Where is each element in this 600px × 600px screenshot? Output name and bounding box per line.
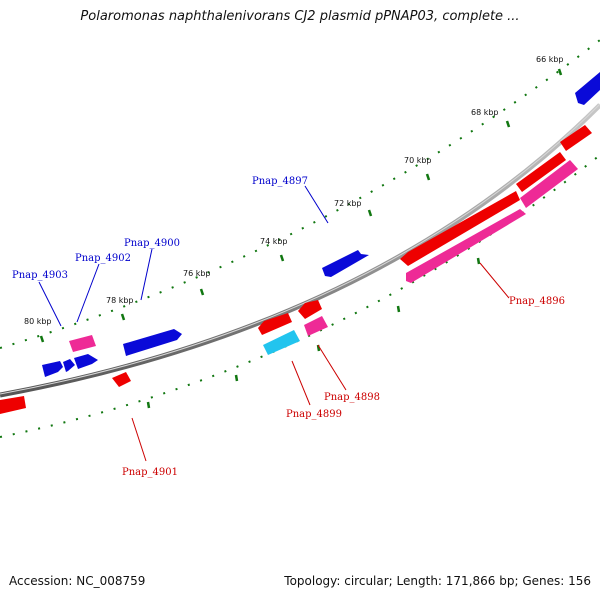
accession-label: Accession: NC_008759 [9, 574, 146, 588]
gene-pnap-4901[interactable] [112, 372, 131, 387]
gene-pnap-4897[interactable] [322, 250, 369, 277]
gene-top-right-forward[interactable] [575, 72, 600, 105]
gene-pnap-4896-red-a[interactable] [400, 191, 520, 266]
gene-label-pnap-4896[interactable]: Pnap_4896 [509, 296, 565, 307]
plasmid-backbone [0, 103, 600, 398]
forward-genes [42, 72, 600, 377]
gene-top-right-reverse[interactable] [560, 125, 592, 151]
gene-pnap-4896[interactable] [406, 209, 526, 283]
plasmid-backbone-highlight [0, 103, 600, 395]
gene-pnap-4898-pink[interactable] [304, 316, 328, 336]
gene-pnap-4899-red[interactable] [258, 313, 292, 335]
gene-pnap-4902-forward[interactable] [74, 354, 98, 369]
scale-label-66kbp: 66 kbp [536, 55, 564, 64]
gene-label-pnap-4897[interactable]: Pnap_4897 [252, 176, 308, 187]
scale-label-74kbp: 74 kbp [260, 237, 288, 246]
gene-label-pnap-4901[interactable]: Pnap_4901 [122, 467, 178, 478]
outer-major-ticks [39, 68, 563, 343]
scale-label-78kbp: 78 kbp [106, 296, 134, 305]
scale-label-72kbp: 72 kbp [334, 199, 362, 208]
gene-small-forward[interactable] [63, 359, 75, 372]
gene-label-pnap-4900[interactable]: Pnap_4900 [124, 238, 180, 249]
gene-left-edge-reverse[interactable] [0, 396, 26, 414]
outer-tick-ring [0, 39, 600, 349]
scale-label-80kbp: 80 kbp [24, 317, 52, 326]
label-leaders-red [131, 262, 510, 462]
gene-label-pnap-4902[interactable]: Pnap_4902 [75, 253, 131, 264]
gene-pnap-4903[interactable] [42, 361, 63, 377]
gene-pnap-4899[interactable] [263, 330, 300, 355]
map-title: Polaromonas naphthalenivorans CJ2 plasmi… [80, 9, 520, 24]
pink-genes [69, 160, 578, 352]
gene-label-pnap-4903[interactable]: Pnap_4903 [12, 270, 68, 281]
scale-label-76kbp: 76 kbp [183, 269, 211, 278]
scale-label-68kbp: 68 kbp [471, 108, 499, 117]
gene-label-pnap-4898[interactable]: Pnap_4898 [324, 392, 380, 403]
gene-pnap-4896-pink-b[interactable] [520, 160, 578, 208]
gene-label-pnap-4899[interactable]: Pnap_4899 [286, 409, 342, 420]
gene-pnap-4902[interactable] [69, 335, 96, 352]
gene-pnap-4898[interactable] [298, 300, 322, 319]
gene-pnap-4900[interactable] [123, 329, 182, 356]
reverse-genes [0, 125, 592, 414]
gene-pnap-4896-red-b[interactable] [516, 152, 566, 192]
label-leaders-blue [38, 185, 329, 327]
topology-summary: Topology: circular; Length: 171,866 bp; … [284, 574, 591, 588]
scale-label-70kbp: 70 kbp [404, 156, 432, 165]
